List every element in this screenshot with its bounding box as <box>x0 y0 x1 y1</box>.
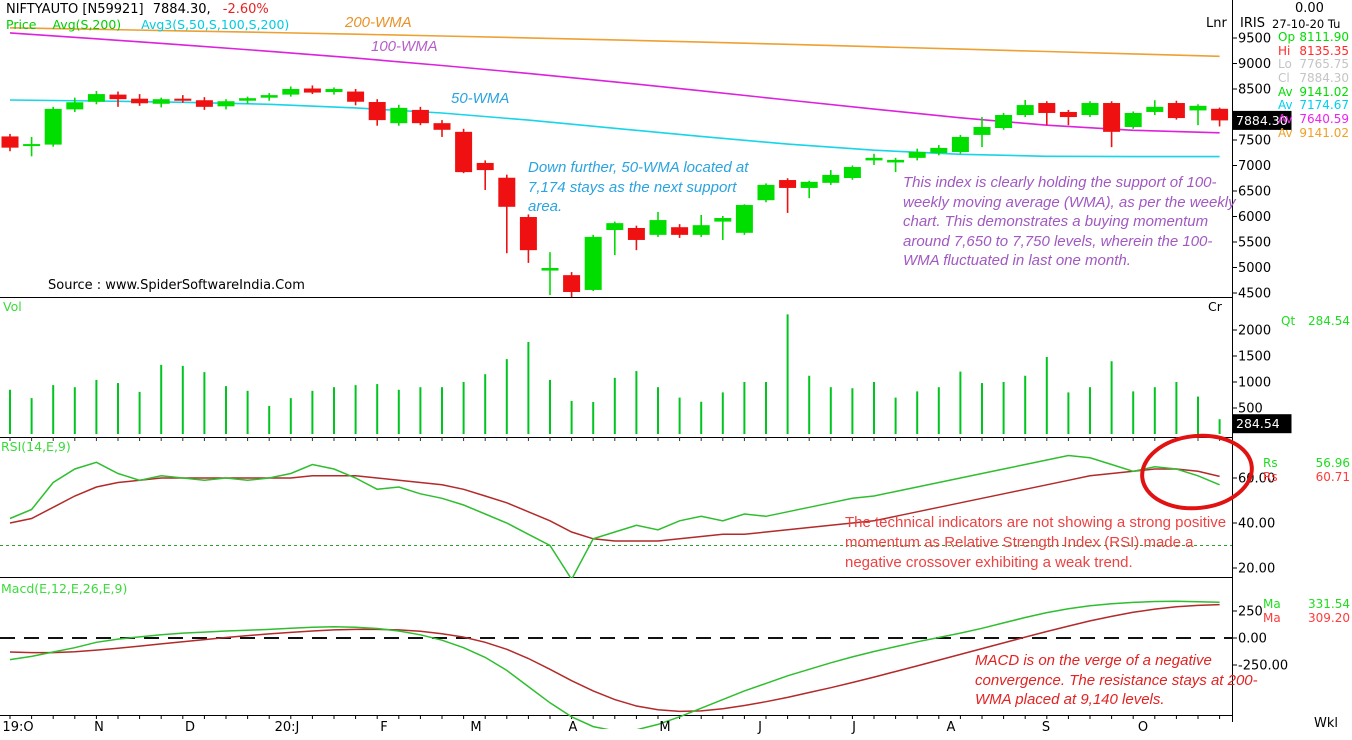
svg-text:4500: 4500 <box>1238 287 1271 302</box>
avg3-series-label[interactable]: Avg3(S,50,S,100,S,200) <box>141 17 290 32</box>
wma-lines <box>9 27 1220 158</box>
svg-text:7000: 7000 <box>1238 159 1271 174</box>
svg-text:500: 500 <box>1238 402 1263 417</box>
annotation-macd: MACD is on the verge of a negative conve… <box>975 652 1258 708</box>
qt-value: 284.54 <box>1308 314 1350 328</box>
rsi-lines <box>9 454 1220 578</box>
rs-green-value: 56.96 <box>1315 456 1350 470</box>
source-credit: Source : www.SpiderSoftwareIndia.Com <box>48 278 305 293</box>
ma-green-label: Ma <box>1263 597 1281 611</box>
ma-red-value: 309.20 <box>1308 611 1350 625</box>
svg-text:M: M <box>659 720 670 735</box>
svg-text:40.00: 40.00 <box>1238 517 1275 532</box>
svg-text:1000: 1000 <box>1238 376 1271 391</box>
scale-mode-label[interactable]: Lnr <box>1206 16 1227 31</box>
svg-text:5000: 5000 <box>1238 261 1271 276</box>
svg-text:1500: 1500 <box>1238 350 1271 365</box>
macd-panel-label[interactable]: Macd(E,12,E,26,E,9) <box>1 581 128 596</box>
volume-bars <box>9 314 1221 434</box>
annotation-wma-support: This index is clearly holding the suppor… <box>903 174 1236 269</box>
svg-text:F: F <box>380 720 387 735</box>
quote-row: Av 7640.59 <box>1278 112 1349 127</box>
last-volume-badge <box>1232 414 1292 434</box>
rs-red-value: 60.71 <box>1315 470 1350 484</box>
svg-text:O: O <box>1138 720 1148 735</box>
annotation-support: Down further, 50-WMA located at 7,174 st… <box>528 159 749 215</box>
macd-green-readout: Ma 331.54 <box>1263 597 1350 611</box>
quote-row: Av 9141.02 <box>1278 125 1349 140</box>
quote-row: Av 9141.02 <box>1278 84 1349 99</box>
svg-text:A: A <box>569 720 578 735</box>
svg-text:284.54: 284.54 <box>1236 416 1280 431</box>
svg-text:-250.00: -250.00 <box>1238 659 1288 674</box>
svg-text:2000: 2000 <box>1238 324 1271 339</box>
svg-text:20.00: 20.00 <box>1238 562 1275 577</box>
indicator-header: Price Avg(S,200) Avg3(S,50,S,100,S,200) <box>6 17 289 32</box>
quote-row: Lo 7765.75 <box>1278 57 1349 72</box>
svg-text:19:O: 19:O <box>2 720 33 735</box>
svg-text:N: N <box>94 720 104 735</box>
volume-readout: Qt 284.54 <box>1281 314 1350 328</box>
svg-text:J: J <box>757 720 762 735</box>
symbol-title: NIFTYAUTO [N59921] <box>6 2 144 17</box>
wma50-label: 50-WMA <box>451 90 510 107</box>
quote-row: Hi 8135.35 <box>1278 43 1349 58</box>
svg-text:9500: 9500 <box>1238 32 1271 47</box>
quote-row: Op 8111.90 <box>1278 30 1349 44</box>
change-value: 0.00 <box>1295 1 1324 16</box>
volume-unit-label: Cr <box>1208 299 1222 314</box>
svg-text:9000: 9000 <box>1238 57 1271 72</box>
svg-text:S: S <box>1042 720 1050 735</box>
qt-label: Qt <box>1281 314 1296 328</box>
svg-text:6500: 6500 <box>1238 185 1271 200</box>
svg-text:6000: 6000 <box>1238 210 1271 225</box>
ma-green-value: 331.54 <box>1308 597 1350 611</box>
svg-text:7500: 7500 <box>1238 134 1271 149</box>
macd-lines <box>9 600 1220 729</box>
quote-readout: Op 8111.90 Hi 8135.35 Lo 7765.75 Cl 7884.30 Av 91… <box>1278 30 1349 140</box>
last-price-badge <box>1232 110 1292 130</box>
svg-text:M: M <box>470 720 481 735</box>
svg-text:D: D <box>185 720 195 735</box>
rs-red-label: Rs <box>1263 470 1278 484</box>
rsi-green-readout: Rs 56.96 <box>1263 456 1350 470</box>
header-line: NIFTYAUTO [N59921] 7884.30, -2.60% <box>6 2 269 17</box>
last-price: 7884.30, <box>152 2 211 17</box>
volume-panel-label[interactable]: Vol <box>3 299 22 314</box>
rsi-red-readout: Rs 60.71 <box>1263 470 1350 484</box>
price-series-label[interactable]: Price <box>6 17 37 32</box>
annotation-rsi: The technical indicators are not showing… <box>845 514 1227 571</box>
change-percent: -2.60% <box>222 2 269 17</box>
cursor-date: 27-10-20 Tu <box>1272 17 1341 31</box>
ma-red-label: Ma <box>1263 611 1281 625</box>
svg-text:8500: 8500 <box>1238 83 1271 98</box>
svg-text:20:J: 20:J <box>275 720 300 735</box>
wma200-label: 200-WMA <box>345 14 412 31</box>
quote-row: Cl 7884.30 <box>1278 71 1349 86</box>
rs-green-label: Rs <box>1263 456 1278 470</box>
svg-text:J: J <box>851 720 856 735</box>
svg-text:0.00: 0.00 <box>1238 632 1267 647</box>
svg-text:7884.30: 7884.30 <box>1236 113 1288 128</box>
macd-red-readout: Ma 309.20 <box>1263 611 1350 625</box>
avg-series-label[interactable]: Avg(S,200) <box>52 17 122 32</box>
svg-text:250: 250 <box>1238 605 1263 620</box>
rsi-crossover-highlight <box>1140 433 1254 511</box>
app-name: IRIS <box>1240 16 1265 31</box>
quote-row: Av 7174.67 <box>1278 98 1349 113</box>
wma100-label: 100-WMA <box>371 38 438 55</box>
timeframe-label[interactable]: Wkl <box>1314 716 1338 731</box>
candles-layer <box>1 85 1229 297</box>
svg-text:A: A <box>947 720 956 735</box>
rsi-panel-label[interactable]: RSI(14,E,9) <box>1 439 71 454</box>
svg-text:5500: 5500 <box>1238 236 1271 251</box>
